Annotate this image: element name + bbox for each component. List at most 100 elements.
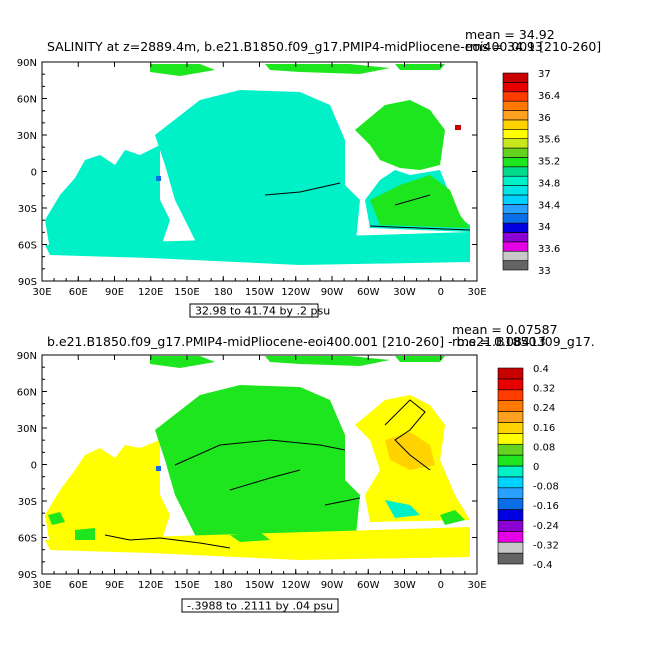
p2-xtick-label: 150E bbox=[174, 580, 199, 591]
p2-colorbar-swatch bbox=[497, 465, 524, 478]
p2-ytick-label: 90S bbox=[18, 570, 37, 581]
p1-colorbar-swatch bbox=[502, 72, 529, 83]
p2-colorbar-label: 0.08 bbox=[533, 442, 555, 453]
p1-ytick-label: 30N bbox=[17, 131, 37, 142]
p1-ytick-label: 30S bbox=[18, 204, 37, 215]
p2-colorbar-label: -0.32 bbox=[533, 540, 559, 551]
p1-colorbar-swatch bbox=[502, 100, 529, 111]
p2-colorbar-label: 0.16 bbox=[533, 423, 555, 434]
p2-ytick-label: 30N bbox=[17, 424, 37, 435]
p2-ytick-label: 60S bbox=[18, 534, 37, 545]
p1-colorbar-swatch bbox=[502, 82, 529, 93]
p1-xtick-label: 60E bbox=[69, 287, 88, 298]
p2-xtick-label: 90W bbox=[321, 580, 344, 591]
p1-colorbar-swatch bbox=[502, 147, 529, 158]
p2-ytick-label: 30S bbox=[18, 497, 37, 508]
p1-colorbar-label: 34.4 bbox=[538, 200, 560, 211]
p2-xtick-label: 60E bbox=[69, 580, 88, 591]
p2-region-pacific bbox=[155, 385, 360, 550]
p2-map-area bbox=[41, 354, 478, 575]
p2-xtick-label: 180 bbox=[214, 580, 233, 591]
p1-colorbar-swatch bbox=[502, 232, 529, 243]
p2-xtick-label: 30W bbox=[393, 580, 416, 591]
p2-colorbar-swatch bbox=[497, 433, 524, 445]
p1-xtick-label: 90E bbox=[105, 287, 124, 298]
p2-title: b.e21.B1850.f09_g17.PMIP4-midPliocene-eo… bbox=[47, 334, 595, 349]
p1-region-mediterranean bbox=[455, 125, 461, 130]
p2-xtick-label: 30E bbox=[467, 580, 486, 591]
p2-colorbar-label: 0.24 bbox=[533, 403, 555, 414]
p2-colorbar-swatch bbox=[497, 400, 524, 412]
panel-difference: b.e21.B1850.f09_g17.PMIP4-midPliocene-eo… bbox=[17, 322, 595, 613]
p2-rms: rms = 0.08413 bbox=[452, 334, 546, 349]
p2-xticks: 30E 60E 90E 120E 150E 180 150W 120W 90W 60W 30W 0 30… bbox=[32, 355, 487, 591]
p1-colorbar-label: 35.2 bbox=[538, 157, 560, 168]
panel-salinity: SALINITY at z=2889.4m, b.e21.B1850.f09_g… bbox=[17, 27, 601, 318]
p1-region-arctic bbox=[150, 64, 215, 76]
p1-xtick-label: 30E bbox=[467, 287, 486, 298]
p2-xtick-label: 120E bbox=[138, 580, 163, 591]
p1-region-pacific bbox=[155, 90, 360, 255]
p1-region-indian bbox=[45, 145, 170, 255]
p2-colorbar-label: 0.32 bbox=[533, 384, 555, 395]
p2-xtick-label: 60W bbox=[357, 580, 380, 591]
p1-rms: rms = 34.93 bbox=[465, 39, 543, 54]
p1-xtick-label: 90W bbox=[321, 287, 344, 298]
p1-xtick-label: 30E bbox=[32, 287, 51, 298]
p1-colorbar-label: 34 bbox=[538, 222, 551, 233]
p2-colorbar-swatch bbox=[497, 476, 524, 489]
p1-colorbar-label: 33 bbox=[538, 266, 551, 277]
p1-xtick-label: 0 bbox=[438, 287, 444, 298]
p1-colorbar-label: 34.8 bbox=[538, 178, 560, 189]
p1-xtick-label: 60W bbox=[357, 287, 380, 298]
p1-xtick-label: 150W bbox=[245, 287, 274, 298]
p1-ytick-label: 60S bbox=[18, 241, 37, 252]
p1-xtick-label: 180 bbox=[214, 287, 233, 298]
p2-ytick-label: 60N bbox=[17, 388, 37, 399]
p2-colorbar-swatch bbox=[497, 389, 524, 401]
p2-colorbar-swatch bbox=[497, 422, 524, 434]
p2-colorbar-label: -0.08 bbox=[533, 482, 559, 493]
p1-colorbar-swatch bbox=[502, 128, 529, 139]
p2-colorbar-swatch bbox=[497, 367, 524, 380]
p1-colorbar-label: 37 bbox=[538, 69, 551, 80]
p2-xtick-label: 30E bbox=[32, 580, 51, 591]
p2-colorbar-swatch bbox=[497, 552, 524, 565]
p2-xtick-label: 150W bbox=[245, 580, 274, 591]
p1-colorbar-swatch bbox=[502, 91, 529, 102]
p2-xtick-label: 0 bbox=[438, 580, 444, 591]
p2-colorbar-swatch bbox=[497, 411, 524, 423]
p1-colorbar-swatch bbox=[502, 185, 529, 196]
p1-colorbar-swatch bbox=[502, 194, 529, 205]
p2-colorbar-swatch bbox=[497, 541, 524, 554]
p2-xtick-label: 120W bbox=[281, 580, 310, 591]
p2-colorbar-swatch bbox=[497, 531, 524, 543]
p2-mean: mean = 0.07587 bbox=[452, 322, 558, 337]
p2-range-label: -.3988 to .2111 by .04 psu bbox=[187, 600, 333, 613]
p1-map-area bbox=[41, 61, 478, 282]
p1-ytick-label: 90S bbox=[18, 277, 37, 288]
p1-xtick-label: 150E bbox=[174, 287, 199, 298]
p1-yticks: 90N 60N 30N 0 30S 60S 90S bbox=[17, 58, 477, 288]
p1-colorbar-label: 36 bbox=[538, 113, 551, 124]
p2-colorbar-swatch bbox=[497, 454, 524, 467]
p1-colorbar-swatch bbox=[502, 175, 529, 186]
p2-colorbar-swatch bbox=[497, 509, 524, 521]
p2-colorbar-label: -0.4 bbox=[533, 560, 553, 571]
p1-ytick-label: 90N bbox=[17, 58, 37, 69]
p1-colorbar-label: 36.4 bbox=[538, 91, 560, 102]
p1-colorbar-swatch bbox=[502, 241, 529, 252]
p1-xtick-label: 30W bbox=[393, 287, 416, 298]
p1-colorbar-swatch bbox=[502, 260, 529, 271]
p1-ytick-label: 60N bbox=[17, 95, 37, 106]
p2-colorbar-label: -0.24 bbox=[533, 521, 559, 532]
p1-region-red-sea bbox=[156, 176, 161, 181]
p1-xtick-label: 120E bbox=[138, 287, 163, 298]
p1-mean: mean = 34.92 bbox=[465, 27, 555, 42]
p2-xtick-label: 90E bbox=[105, 580, 124, 591]
p1-colorbar-swatch bbox=[502, 157, 529, 168]
p2-colorbar-label: 0 bbox=[533, 462, 539, 473]
p2-ytick-label: 90N bbox=[17, 351, 37, 362]
p1-colorbar-label: 35.6 bbox=[538, 135, 560, 146]
